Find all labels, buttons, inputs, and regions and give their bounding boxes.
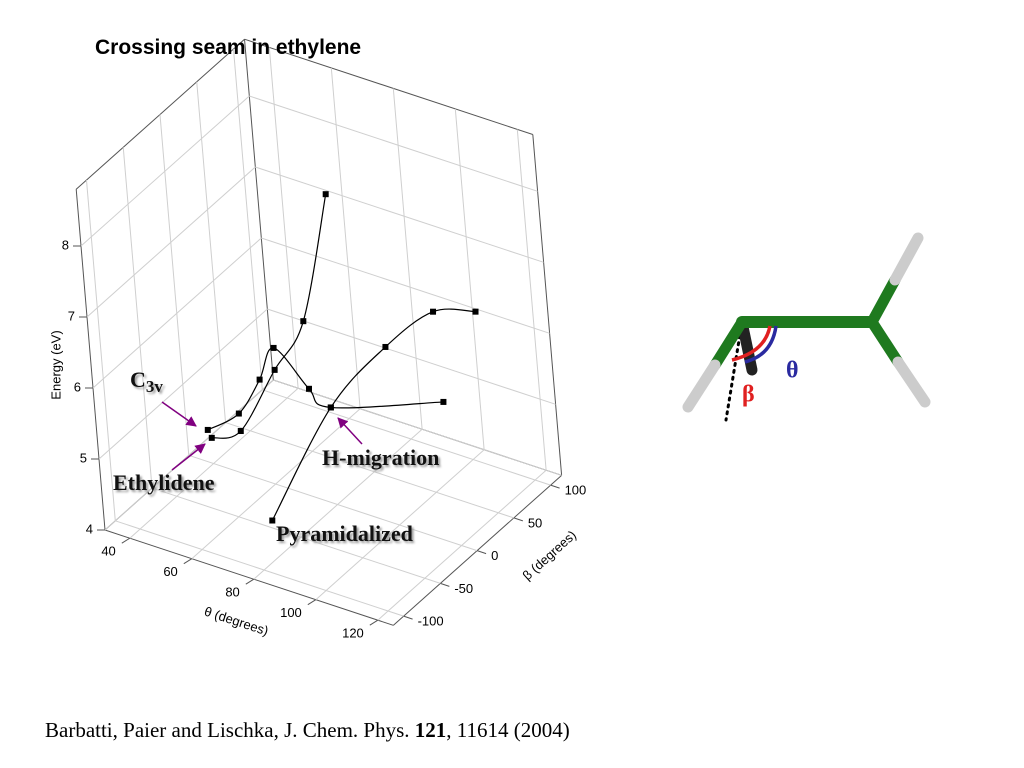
box-edge <box>244 38 533 136</box>
grid-line <box>196 81 227 423</box>
grid-line <box>92 237 262 389</box>
grid-line <box>80 95 250 247</box>
grid-line <box>454 108 485 450</box>
grid-line <box>188 454 478 552</box>
data-point <box>270 344 277 351</box>
x-axis-label: θ (degrees) <box>202 604 270 639</box>
grid-line <box>104 379 274 531</box>
grid-line <box>267 308 556 405</box>
annotation: H-migration <box>322 445 439 470</box>
seam-curve <box>207 347 444 431</box>
citation-pages: , 11614 (2004) <box>446 718 570 742</box>
grid-line <box>516 129 547 471</box>
y-tick-label: -50 <box>454 581 473 596</box>
annotation: Ethylidene <box>113 470 215 495</box>
arrow <box>171 443 206 471</box>
tick-mark <box>403 615 413 620</box>
tick-mark <box>369 619 379 626</box>
citation: Barbatti, Paier and Lischka, J. Chem. Ph… <box>45 718 570 743</box>
data-point <box>256 376 263 383</box>
annotation-sub: 3v <box>146 377 164 396</box>
tick-mark <box>513 517 523 522</box>
tick-mark <box>121 537 131 544</box>
grid-line <box>261 237 550 334</box>
grid-line <box>232 48 263 390</box>
y-tick-label: -100 <box>418 614 444 629</box>
arrow <box>337 417 363 445</box>
data-point <box>305 385 312 392</box>
y-tick-label: 100 <box>565 483 587 498</box>
data-point <box>271 366 278 373</box>
grid-line <box>262 389 551 486</box>
data-point <box>208 434 215 441</box>
grid-line <box>85 179 116 521</box>
data-point <box>204 426 211 433</box>
z-tick-label: 4 <box>86 521 93 536</box>
x-tick-label: 40 <box>101 544 115 559</box>
citation-authors: Barbatti, Paier and Lischka, J. Chem. Ph… <box>45 718 415 742</box>
x-tick-label: 60 <box>163 564 177 579</box>
x-tick-label: 120 <box>342 626 364 641</box>
grid-line <box>98 308 268 460</box>
data-point <box>322 191 329 198</box>
tick-mark <box>183 558 193 565</box>
annotation-text: C <box>130 367 146 392</box>
tick-mark <box>476 550 487 555</box>
data-point <box>472 308 479 315</box>
y-axis-label: β (degrees) <box>519 527 579 583</box>
grid-line <box>330 67 361 409</box>
tick-mark <box>440 582 450 587</box>
grid-line <box>392 88 423 430</box>
box-edge <box>75 189 106 531</box>
x-tick-label: 80 <box>225 585 239 600</box>
box-edge <box>532 134 563 476</box>
box-edge <box>244 39 274 381</box>
citation-volume: 121 <box>414 718 447 742</box>
seam-curve <box>211 194 327 439</box>
z-axis-label: Energy (eV) <box>48 330 63 399</box>
data-point <box>269 517 276 524</box>
grid-line <box>255 166 544 263</box>
tick-mark <box>550 484 560 489</box>
grid: 40 60 80 100 120 -100 -50 0 50 100 4 5 6 7 8 <box>62 38 587 641</box>
grid-line <box>225 422 514 519</box>
data-point <box>237 428 244 435</box>
data-point <box>327 404 334 411</box>
data-point <box>235 410 242 417</box>
z-tick-label: 6 <box>74 379 81 394</box>
grid-line <box>122 147 153 489</box>
z-tick-label: 8 <box>62 237 69 252</box>
grid-line <box>86 166 256 318</box>
chart-title: Crossing seam in ethylene <box>95 36 362 59</box>
arrow <box>161 401 197 427</box>
beta-label: β <box>742 382 755 408</box>
z-tick-label: 5 <box>80 450 87 465</box>
grid-line <box>273 379 562 476</box>
data-point <box>382 343 389 350</box>
x-tick-label: 100 <box>280 605 302 620</box>
seam-curve <box>271 308 476 521</box>
data <box>204 191 479 524</box>
tick-mark <box>307 599 317 606</box>
annotation: Pyramidalized <box>276 521 413 546</box>
grid-line <box>151 487 441 584</box>
y-tick-label: 50 <box>528 515 542 530</box>
grid-line <box>268 47 299 389</box>
grid-line <box>249 95 538 192</box>
data-point <box>300 318 307 325</box>
tick-mark <box>245 578 255 585</box>
molecule: θ β <box>682 232 931 422</box>
z-tick-label: 7 <box>68 308 75 323</box>
y-tick-label: 0 <box>491 548 498 563</box>
box-edge <box>104 529 394 626</box>
box-edge <box>75 38 245 190</box>
annotation: C3v <box>130 367 163 396</box>
grid-line <box>115 520 404 617</box>
theta-label: θ <box>786 358 799 384</box>
data-point <box>440 398 447 405</box>
data-point <box>430 308 437 315</box>
